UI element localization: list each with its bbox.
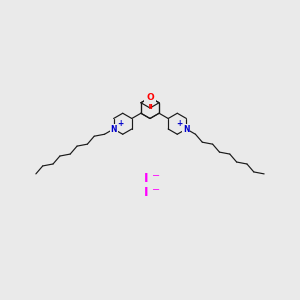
Text: N: N xyxy=(183,124,190,134)
Text: −: − xyxy=(152,171,160,181)
Text: I: I xyxy=(143,172,148,184)
Text: +: + xyxy=(176,119,182,128)
Text: N: N xyxy=(110,124,117,134)
Text: I: I xyxy=(143,185,148,199)
Text: −: − xyxy=(152,185,160,195)
Text: +: + xyxy=(118,119,124,128)
Text: O: O xyxy=(146,93,154,102)
